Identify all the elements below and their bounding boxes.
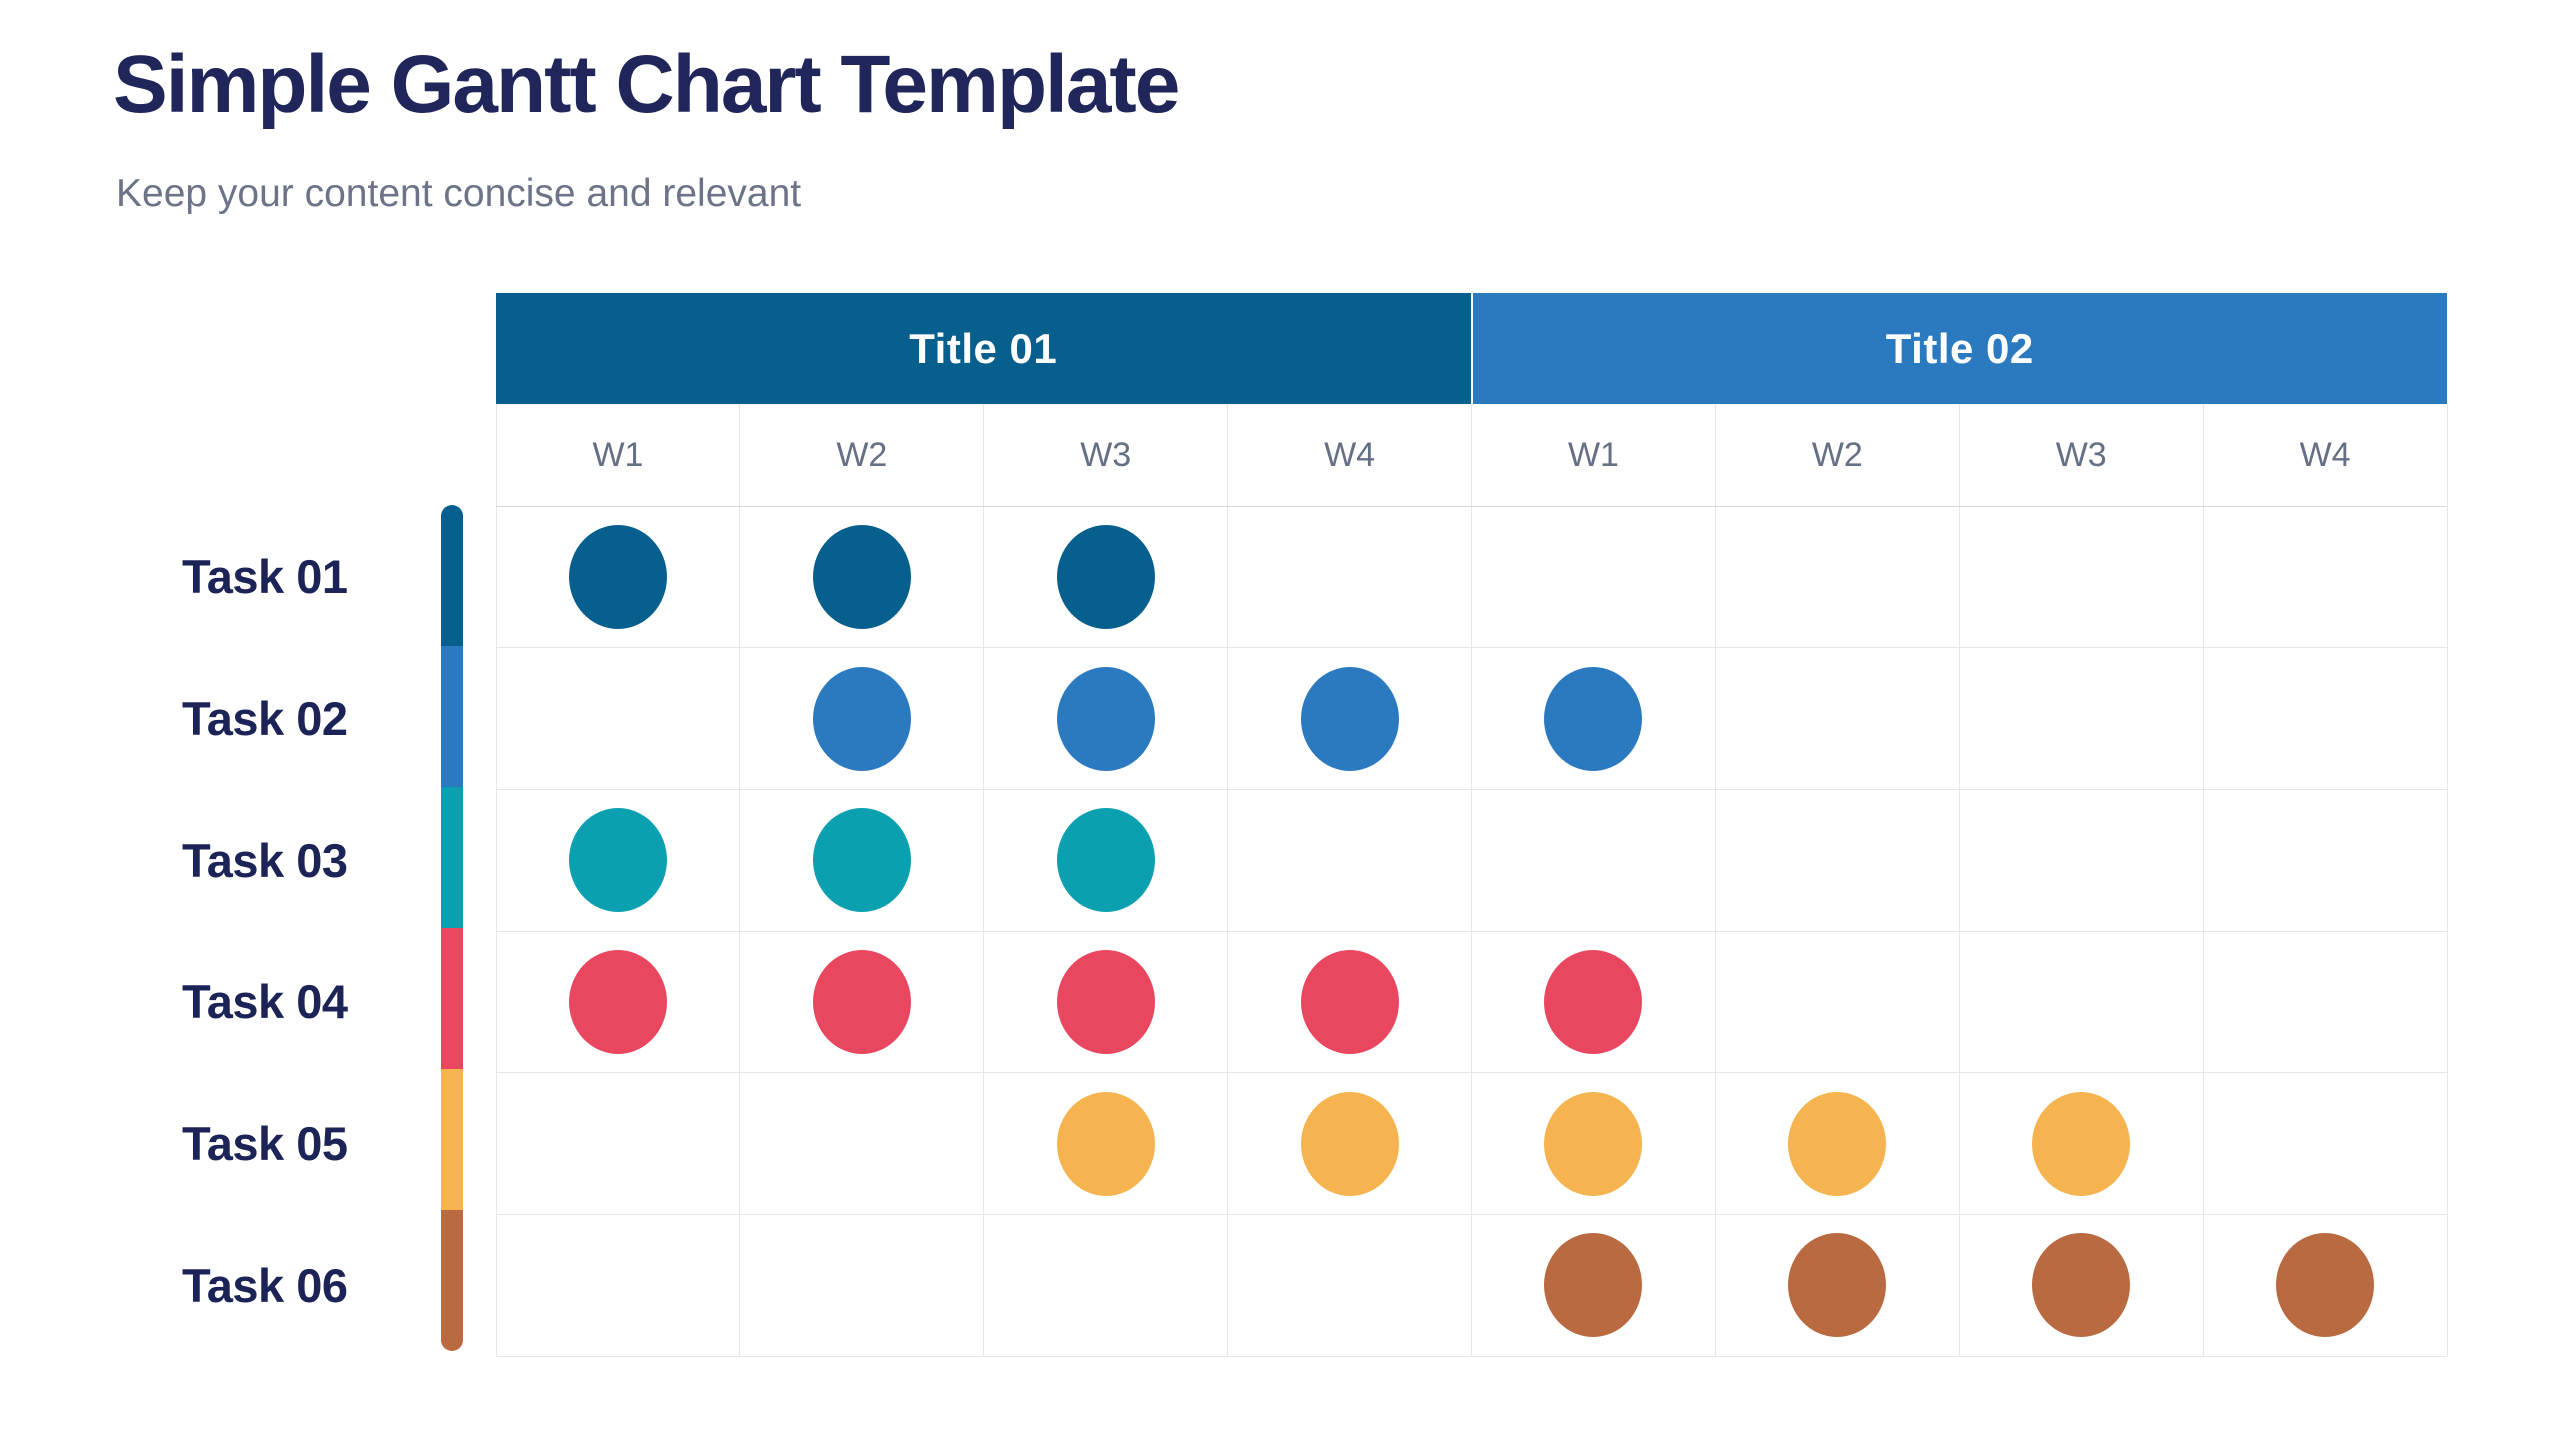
gantt-dot-task4-col4 <box>1300 949 1399 1054</box>
week-label-cell: W1 <box>592 435 644 474</box>
gantt-dot-task2-col4 <box>1300 666 1399 771</box>
gantt-dot-task5-col5 <box>1544 1091 1643 1196</box>
grid-column-line <box>495 404 497 1356</box>
grid-column-line <box>1471 404 1472 1356</box>
gantt-dot-task1-col1 <box>568 524 667 629</box>
grid-column-line <box>739 404 741 1356</box>
gantt-dot-task6-col7 <box>2032 1233 2131 1338</box>
grid-row-line <box>496 1213 2447 1215</box>
week-label-cell: W3 <box>1080 435 1132 474</box>
week-label-cell: W4 <box>1324 435 1376 474</box>
page-subtitle: Keep your content concise and relevant <box>116 172 802 215</box>
gantt-dot-task3-col3 <box>1056 808 1155 913</box>
gantt-dot-task3-col2 <box>812 808 911 913</box>
gantt-dot-task2-col2 <box>812 666 911 771</box>
grid-row-line <box>496 505 2447 507</box>
grid-row-line <box>496 1355 2447 1357</box>
gantt-dot-task3-col1 <box>568 808 667 913</box>
task-row-label: Task 03 <box>182 833 348 887</box>
grid-row-line <box>496 647 2447 649</box>
group-header-title-01: Title 01 <box>496 293 1471 404</box>
grid-column-line <box>983 404 985 1356</box>
grid-row-line <box>496 788 2447 790</box>
task-row-label: Task 04 <box>182 975 348 1029</box>
gantt-dot-task2-col3 <box>1056 666 1155 771</box>
gantt-dot-task1-col3 <box>1056 524 1155 629</box>
gantt-dot-task6-col5 <box>1544 1233 1643 1338</box>
task-color-segment-task4 <box>441 928 463 1069</box>
gantt-dot-task5-col7 <box>2032 1091 2131 1196</box>
group-header-label: Title 01 <box>909 324 1058 372</box>
task-color-segment-task3 <box>441 787 463 928</box>
gantt-dot-task2-col5 <box>1544 666 1643 771</box>
grid-column-line <box>2446 404 2448 1356</box>
week-label-cell: W2 <box>836 435 888 474</box>
task-row-label: Task 06 <box>182 1258 348 1312</box>
task-row-label: Task 05 <box>182 1116 348 1170</box>
grid-row-line <box>496 1072 2447 1074</box>
task-color-segment-task2 <box>441 646 463 787</box>
gantt-dot-task4-col3 <box>1056 949 1155 1054</box>
week-label-cell: W4 <box>2299 435 2351 474</box>
gantt-dot-task6-col8 <box>2276 1233 2375 1338</box>
grid-row-line <box>496 930 2447 932</box>
gantt-dot-task4-col2 <box>812 949 911 1054</box>
gantt-dot-task5-col6 <box>1788 1091 1887 1196</box>
group-header-title-02: Title 02 <box>1472 293 2447 404</box>
week-label-cell: W3 <box>2055 435 2107 474</box>
week-label-cell: W1 <box>1567 435 1619 474</box>
grid-column-line <box>1227 404 1229 1356</box>
gantt-dot-task4-col1 <box>568 949 667 1054</box>
task-color-segment-task1 <box>441 505 463 646</box>
task-row-label: Task 02 <box>182 691 348 745</box>
gantt-dot-task5-col4 <box>1300 1091 1399 1196</box>
grid-column-line <box>2202 404 2204 1356</box>
grid-column-line <box>1958 404 1960 1356</box>
grid-column-line <box>1714 404 1716 1356</box>
gantt-dot-task5-col3 <box>1056 1091 1155 1196</box>
page-title: Simple Gantt Chart Template <box>113 39 1180 130</box>
week-label-cell: W2 <box>1811 435 1863 474</box>
gantt-dot-task6-col6 <box>1788 1233 1887 1338</box>
task-color-bar <box>441 505 463 1351</box>
gantt-dot-task1-col2 <box>812 524 911 629</box>
group-header-label: Title 02 <box>1885 324 2034 372</box>
task-row-label: Task 01 <box>182 550 348 604</box>
gantt-dot-task4-col5 <box>1544 949 1643 1054</box>
task-color-segment-task5 <box>441 1069 463 1210</box>
task-color-segment-task6 <box>441 1210 463 1351</box>
